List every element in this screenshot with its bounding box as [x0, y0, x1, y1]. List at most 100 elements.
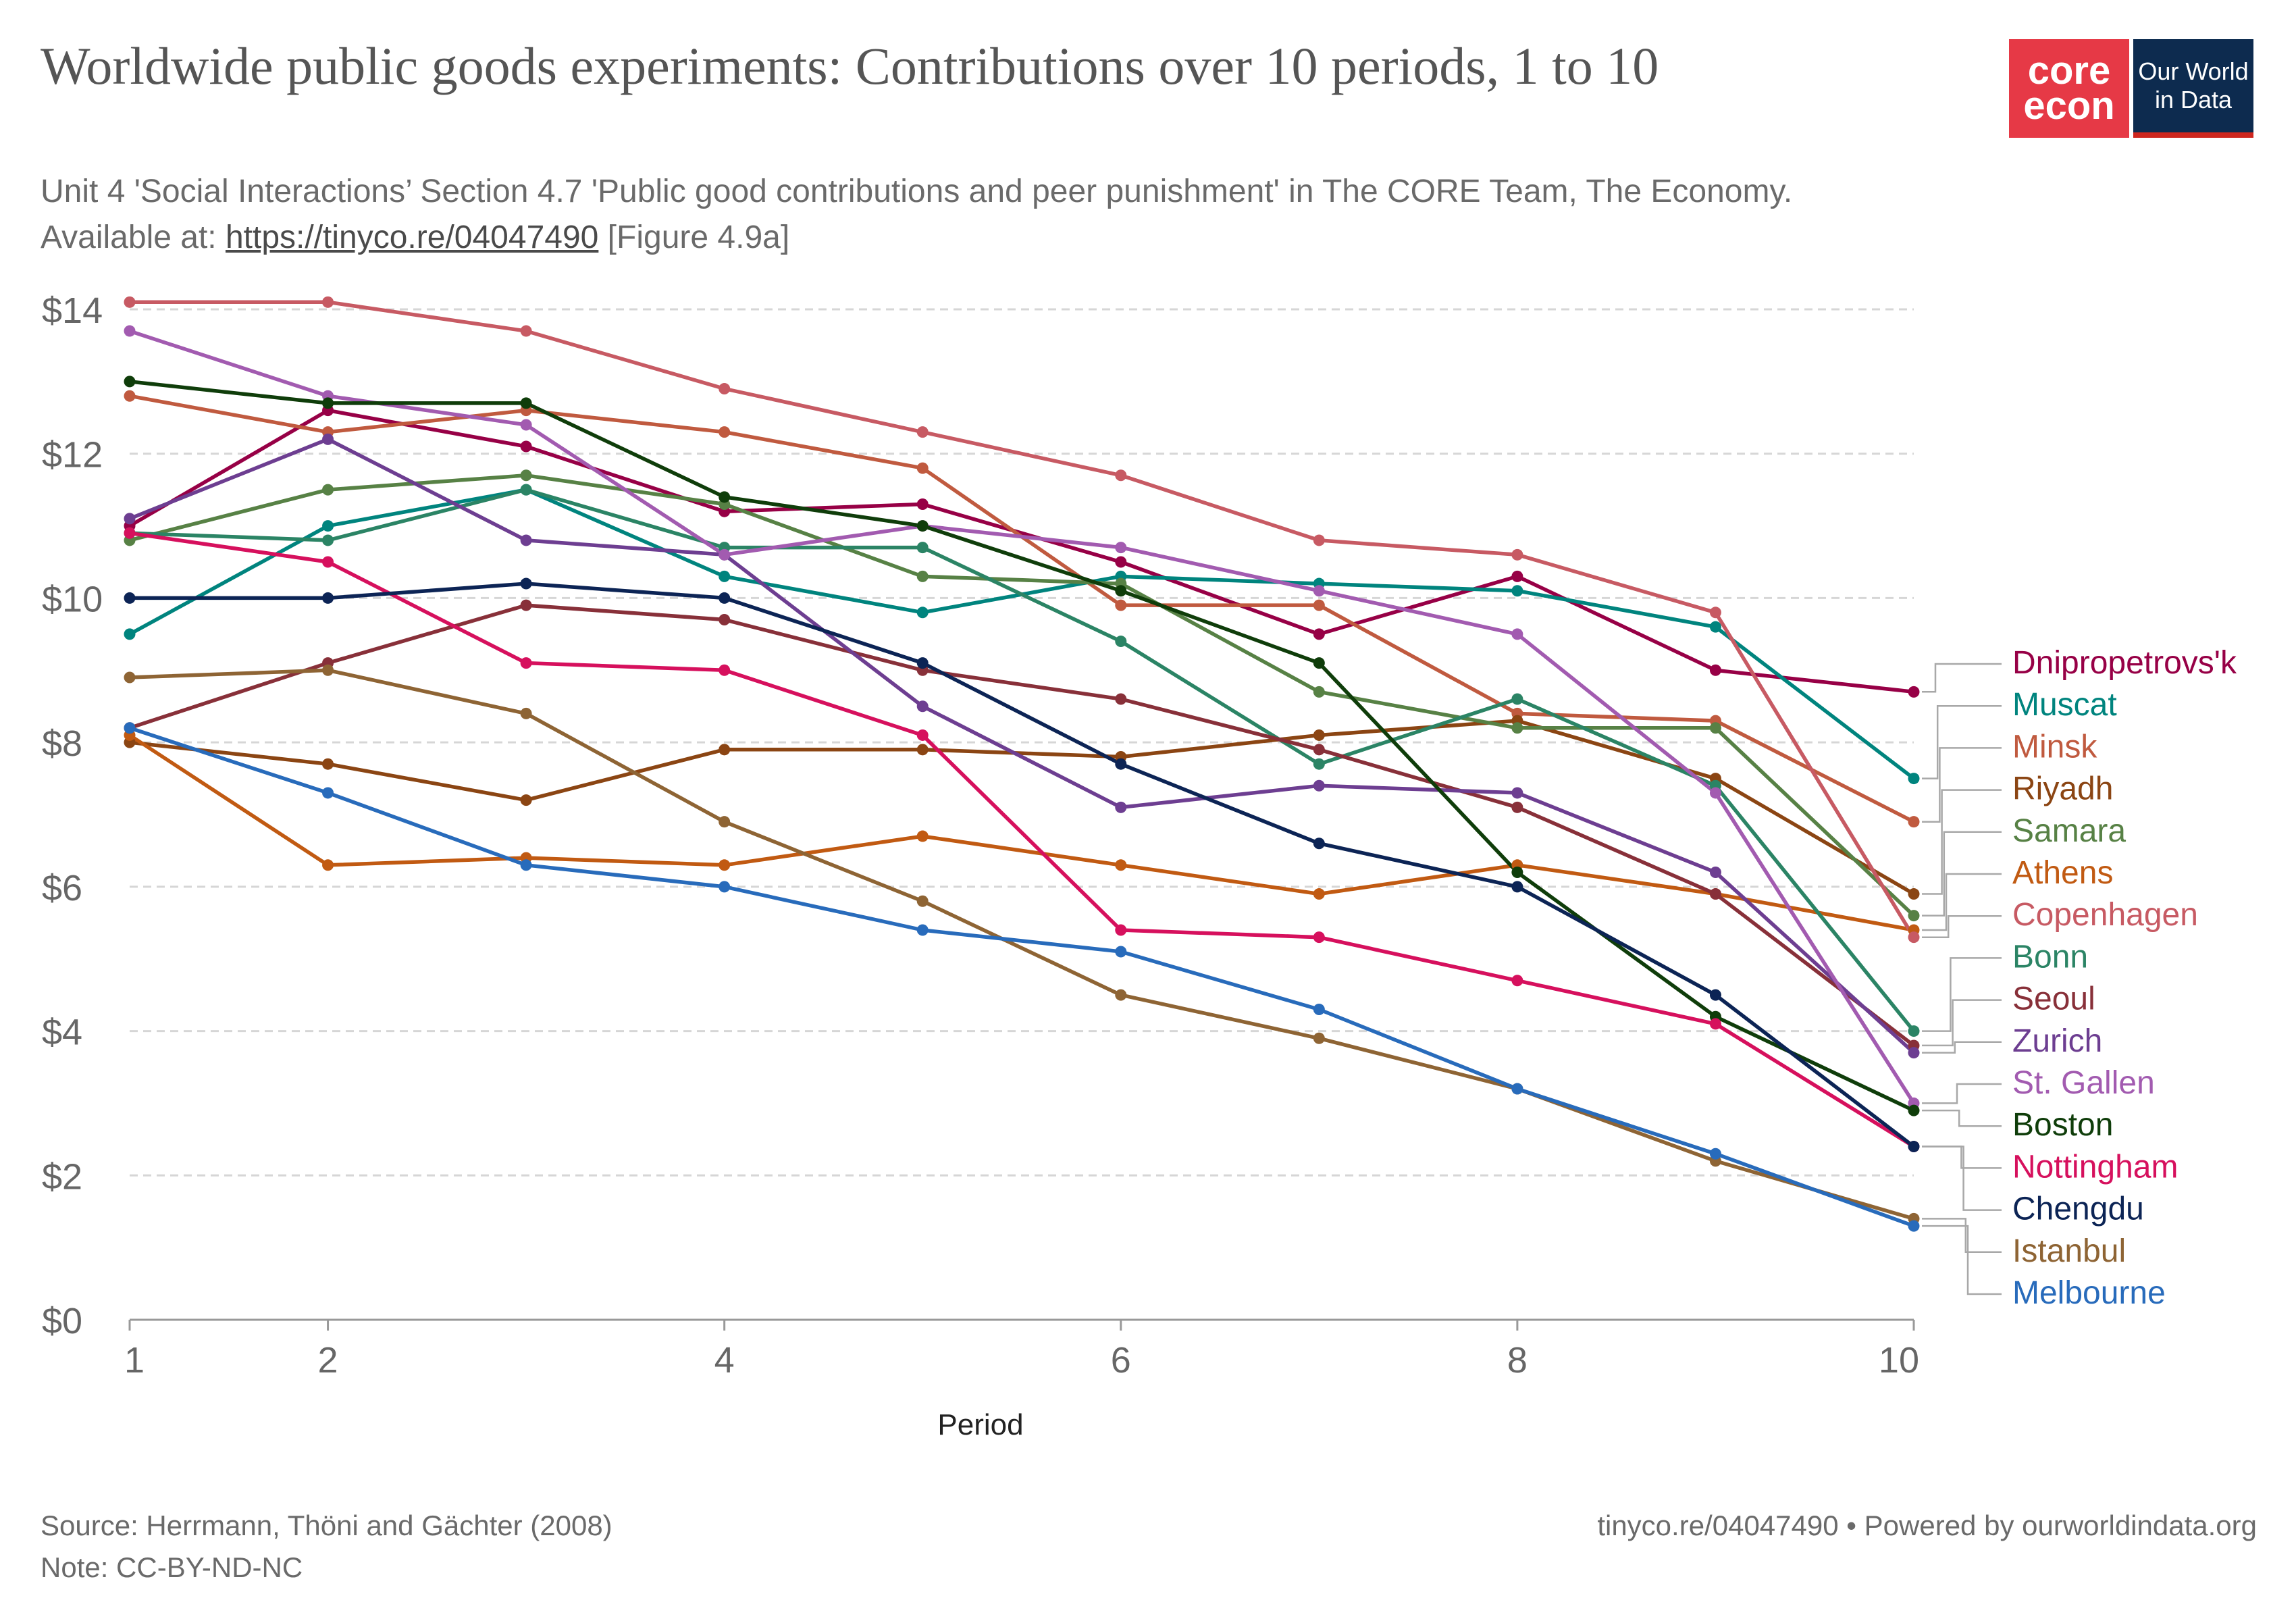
- data-point[interactable]: [124, 376, 136, 388]
- data-point[interactable]: [520, 794, 532, 806]
- data-point[interactable]: [719, 816, 731, 828]
- our-world-in-data-logo[interactable]: Our World in Data: [2133, 39, 2253, 138]
- series-line[interactable]: [128, 719, 1916, 896]
- core-econ-logo[interactable]: core econ: [2009, 39, 2129, 138]
- series-line[interactable]: [128, 488, 1916, 1033]
- data-point[interactable]: [916, 498, 929, 511]
- data-point[interactable]: [1313, 744, 1325, 756]
- legend-label[interactable]: Chengdu: [2012, 1191, 2144, 1227]
- data-point[interactable]: [322, 397, 334, 409]
- data-point[interactable]: [916, 462, 929, 474]
- series-line[interactable]: [128, 668, 1916, 1221]
- data-point[interactable]: [1313, 534, 1325, 546]
- data-point[interactable]: [1313, 585, 1325, 597]
- data-point[interactable]: [322, 520, 334, 532]
- series-line[interactable]: [128, 603, 1916, 1048]
- data-point[interactable]: [916, 570, 929, 582]
- data-point[interactable]: [520, 397, 532, 409]
- data-point[interactable]: [124, 390, 136, 402]
- data-point[interactable]: [520, 859, 532, 871]
- data-point[interactable]: [916, 542, 929, 554]
- data-point[interactable]: [916, 744, 929, 756]
- data-point[interactable]: [1511, 548, 1523, 561]
- data-point[interactable]: [1511, 975, 1523, 987]
- data-point[interactable]: [1908, 931, 1920, 944]
- data-point[interactable]: [322, 296, 334, 308]
- data-point[interactable]: [1908, 773, 1920, 785]
- series-line[interactable]: [128, 300, 1916, 940]
- data-point[interactable]: [916, 607, 929, 619]
- data-point[interactable]: [322, 484, 334, 496]
- data-point[interactable]: [322, 433, 334, 445]
- data-point[interactable]: [1511, 1083, 1523, 1095]
- data-point[interactable]: [1511, 801, 1523, 813]
- data-point[interactable]: [322, 534, 334, 546]
- legend-label[interactable]: Seoul: [2012, 981, 2095, 1017]
- data-point[interactable]: [1115, 801, 1127, 813]
- data-point[interactable]: [1908, 686, 1920, 698]
- data-point[interactable]: [719, 859, 731, 871]
- data-point[interactable]: [916, 924, 929, 936]
- data-point[interactable]: [520, 707, 532, 719]
- data-point[interactable]: [1511, 787, 1523, 799]
- series-line[interactable]: [128, 473, 1916, 918]
- data-point[interactable]: [520, 484, 532, 496]
- data-point[interactable]: [124, 722, 136, 734]
- data-point[interactable]: [1115, 542, 1127, 554]
- data-point[interactable]: [1511, 722, 1523, 734]
- logo[interactable]: core econ Our World in Data: [2009, 39, 2272, 138]
- data-point[interactable]: [1511, 628, 1523, 640]
- data-point[interactable]: [124, 325, 136, 337]
- series-line[interactable]: [128, 329, 1916, 1106]
- data-point[interactable]: [520, 325, 532, 337]
- data-point[interactable]: [1709, 866, 1721, 878]
- data-point[interactable]: [1313, 686, 1325, 698]
- data-point[interactable]: [916, 729, 929, 741]
- series-line[interactable]: [128, 380, 1916, 1112]
- data-point[interactable]: [916, 520, 929, 532]
- legend-label[interactable]: Muscat: [2012, 687, 2117, 723]
- data-point[interactable]: [719, 664, 731, 676]
- data-point[interactable]: [1313, 838, 1325, 850]
- data-point[interactable]: [1313, 628, 1325, 640]
- data-point[interactable]: [1709, 722, 1721, 734]
- data-point[interactable]: [1313, 1004, 1325, 1016]
- data-point[interactable]: [124, 513, 136, 525]
- data-point[interactable]: [1511, 693, 1523, 705]
- data-point[interactable]: [520, 534, 532, 546]
- legend-label[interactable]: St. Gallen: [2012, 1065, 2155, 1101]
- data-point[interactable]: [124, 296, 136, 308]
- data-point[interactable]: [322, 859, 334, 871]
- data-point[interactable]: [1115, 585, 1127, 597]
- data-point[interactable]: [916, 700, 929, 713]
- data-point[interactable]: [1313, 657, 1325, 669]
- data-point[interactable]: [1908, 816, 1920, 828]
- data-point[interactable]: [1511, 585, 1523, 597]
- data-point[interactable]: [520, 469, 532, 482]
- data-point[interactable]: [1313, 931, 1325, 944]
- data-point[interactable]: [1908, 1025, 1920, 1037]
- legend-label[interactable]: Samara: [2012, 813, 2126, 849]
- series-line[interactable]: [128, 531, 1916, 1149]
- data-point[interactable]: [322, 758, 334, 770]
- data-point[interactable]: [520, 599, 532, 611]
- data-point[interactable]: [719, 592, 731, 604]
- data-point[interactable]: [1115, 758, 1127, 770]
- data-point[interactable]: [124, 671, 136, 684]
- data-point[interactable]: [1115, 924, 1127, 936]
- data-point[interactable]: [1908, 910, 1920, 922]
- data-point[interactable]: [520, 577, 532, 590]
- legend-label[interactable]: Copenhagen: [2012, 897, 2198, 933]
- data-point[interactable]: [719, 548, 731, 561]
- data-point[interactable]: [1709, 989, 1721, 1001]
- data-point[interactable]: [719, 570, 731, 582]
- data-point[interactable]: [1908, 888, 1920, 900]
- data-point[interactable]: [124, 527, 136, 539]
- data-point[interactable]: [916, 830, 929, 842]
- legend-label[interactable]: Boston: [2012, 1107, 2113, 1143]
- data-point[interactable]: [1115, 946, 1127, 958]
- data-point[interactable]: [1313, 758, 1325, 770]
- footer-link[interactable]: tinyco.re/04047490: [1597, 1510, 1839, 1541]
- data-point[interactable]: [719, 881, 731, 893]
- data-point[interactable]: [124, 592, 136, 604]
